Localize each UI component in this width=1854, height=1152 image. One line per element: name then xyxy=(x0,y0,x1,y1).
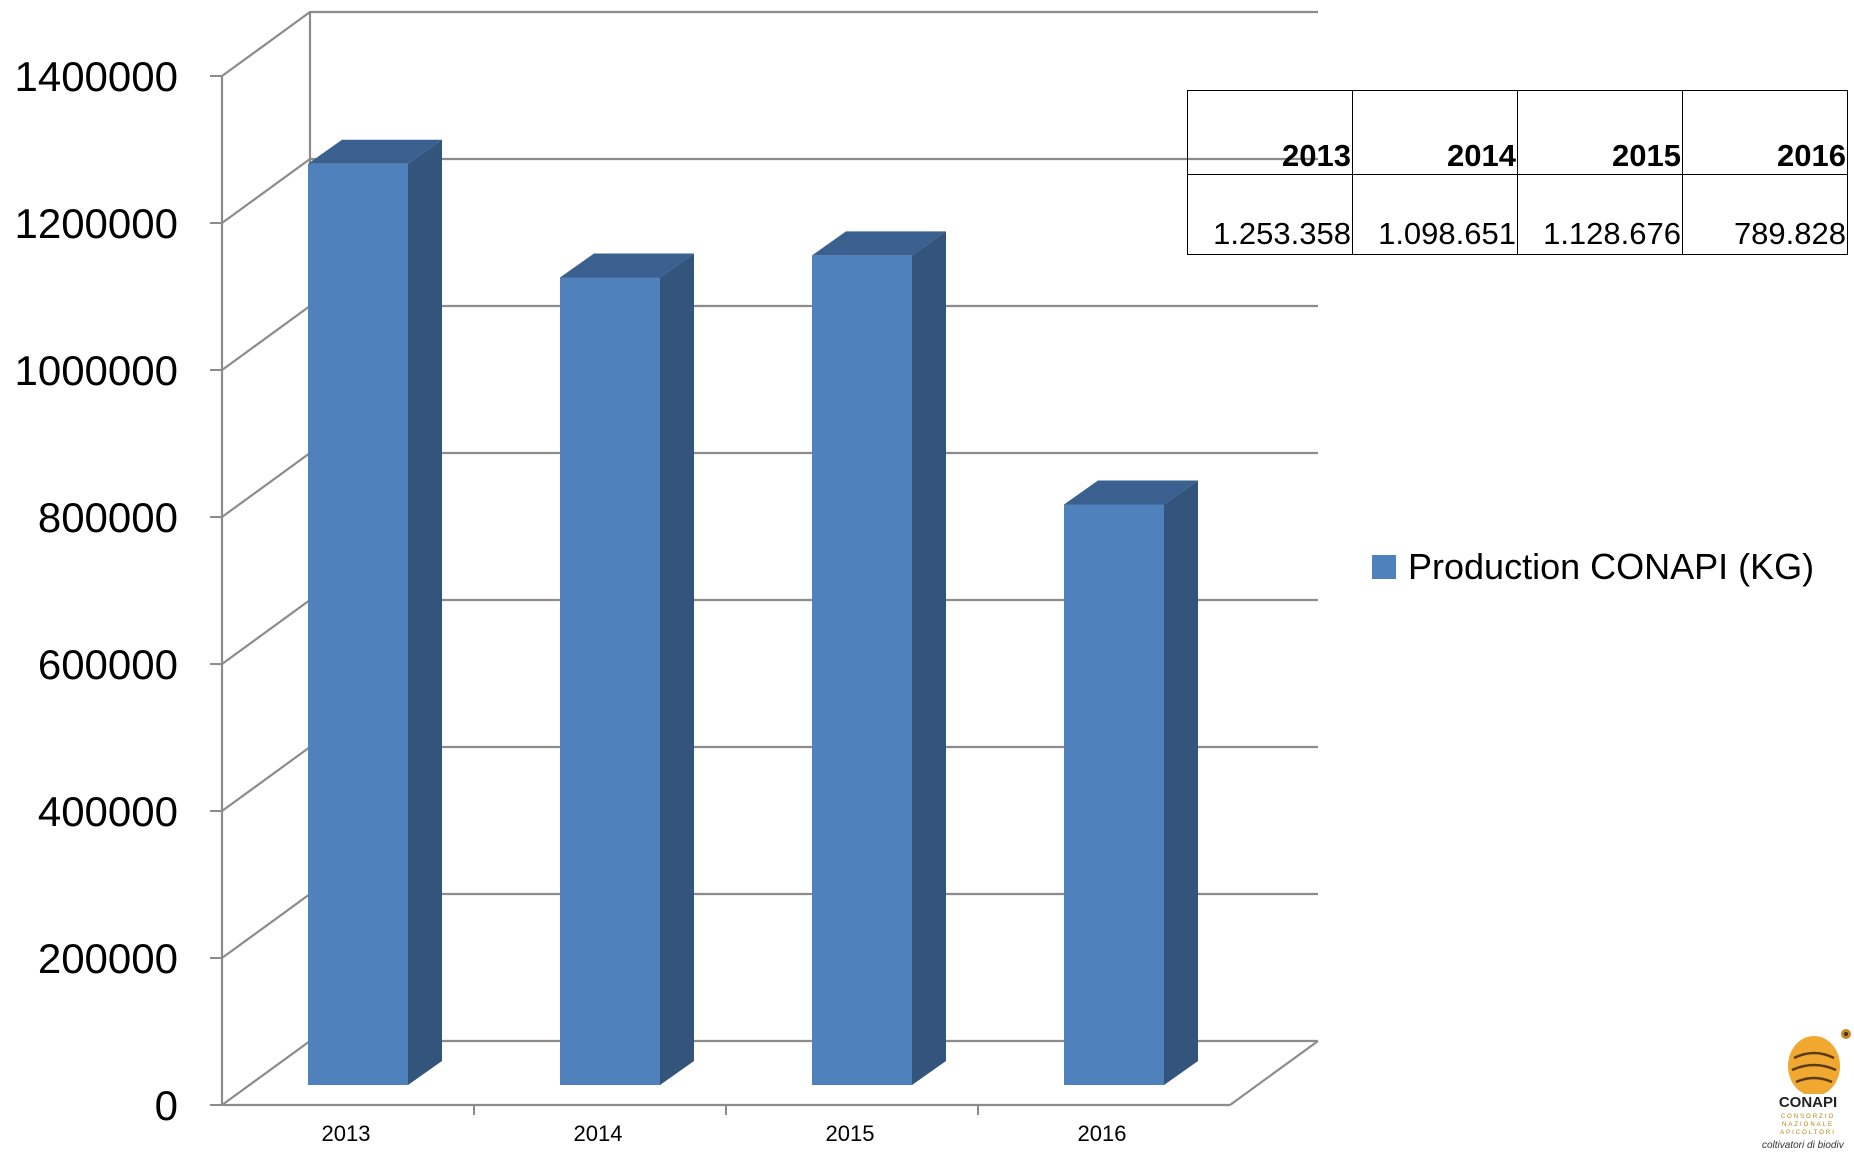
logo-tagline: coltivatori di biodiv xyxy=(1762,1140,1844,1151)
logo-subtitle: NAZIONALE xyxy=(1781,1122,1834,1128)
y-tick-labels: 0 200000 400000 600000 800000 1000000 1200000 1… xyxy=(14,53,178,1129)
table-header-cell: 2014 xyxy=(1352,90,1518,175)
y-tick-label: 1200000 xyxy=(14,200,178,247)
bar-side xyxy=(408,139,442,1086)
legend-swatch xyxy=(1372,555,1396,579)
logo-subtitle: APICOLTORI xyxy=(1780,1130,1836,1136)
conapi-logo: CONAPI CONSORZIO NAZIONALE APICOLTORI co… xyxy=(1762,1024,1854,1152)
table-value-cell: 789.828 xyxy=(1682,174,1848,255)
y-tick-label: 1400000 xyxy=(14,53,178,100)
logo-word: CONAPI xyxy=(1778,1094,1838,1111)
table-value-cell: 1.098.651 xyxy=(1352,174,1518,255)
x-tick-label: 2014 xyxy=(574,1121,623,1146)
bar-top xyxy=(560,253,694,278)
bar-top xyxy=(308,139,442,164)
y-tick-label: 400000 xyxy=(38,788,178,835)
bar-front xyxy=(812,255,912,1085)
x-tick-label: 2016 xyxy=(1078,1121,1127,1146)
bar-top xyxy=(1064,480,1198,505)
y-tick-label: 600000 xyxy=(38,641,178,688)
y-tick-label: 0 xyxy=(155,1082,178,1129)
bar-side xyxy=(912,231,946,1085)
table-value-cell: 1.253.358 xyxy=(1187,174,1353,255)
bar-front xyxy=(308,163,408,1086)
bars xyxy=(308,139,1198,1086)
x-tick-label: 2013 xyxy=(322,1121,371,1146)
x-tick-labels: 2013 2014 2015 2016 xyxy=(322,1121,1127,1146)
legend: Production CONAPI (KG) xyxy=(1372,546,1814,588)
logo-subtitle: CONSORZIO xyxy=(1780,1114,1836,1120)
x-tick-label: 2015 xyxy=(826,1121,875,1146)
bar-side xyxy=(1164,480,1198,1085)
table-header-cell: 2015 xyxy=(1517,90,1683,175)
y-tick-label: 1000000 xyxy=(14,347,178,394)
gridline xyxy=(221,10,1318,77)
floor-right-edge xyxy=(1229,1040,1319,1106)
table-header-cell: 2013 xyxy=(1187,90,1353,175)
bar-side xyxy=(660,253,694,1085)
bar-front xyxy=(1064,504,1164,1085)
bee-hive-icon xyxy=(1788,1029,1851,1096)
table-value-row: 1.253.358 1.098.651 1.128.676 789.828 xyxy=(1187,174,1848,255)
legend-label: Production CONAPI (KG) xyxy=(1408,546,1815,587)
table-header-row: 2013 2014 2015 2016 xyxy=(1187,90,1848,175)
table-header-cell: 2016 xyxy=(1682,90,1848,175)
bar-front xyxy=(560,277,660,1085)
y-tick-label: 200000 xyxy=(38,935,178,982)
y-tick-label: 800000 xyxy=(38,494,178,541)
bar-top xyxy=(812,231,946,256)
data-table: 2013 2014 2015 2016 1.253.358 1.098.651 … xyxy=(1187,90,1848,255)
table-value-cell: 1.128.676 xyxy=(1517,174,1683,255)
